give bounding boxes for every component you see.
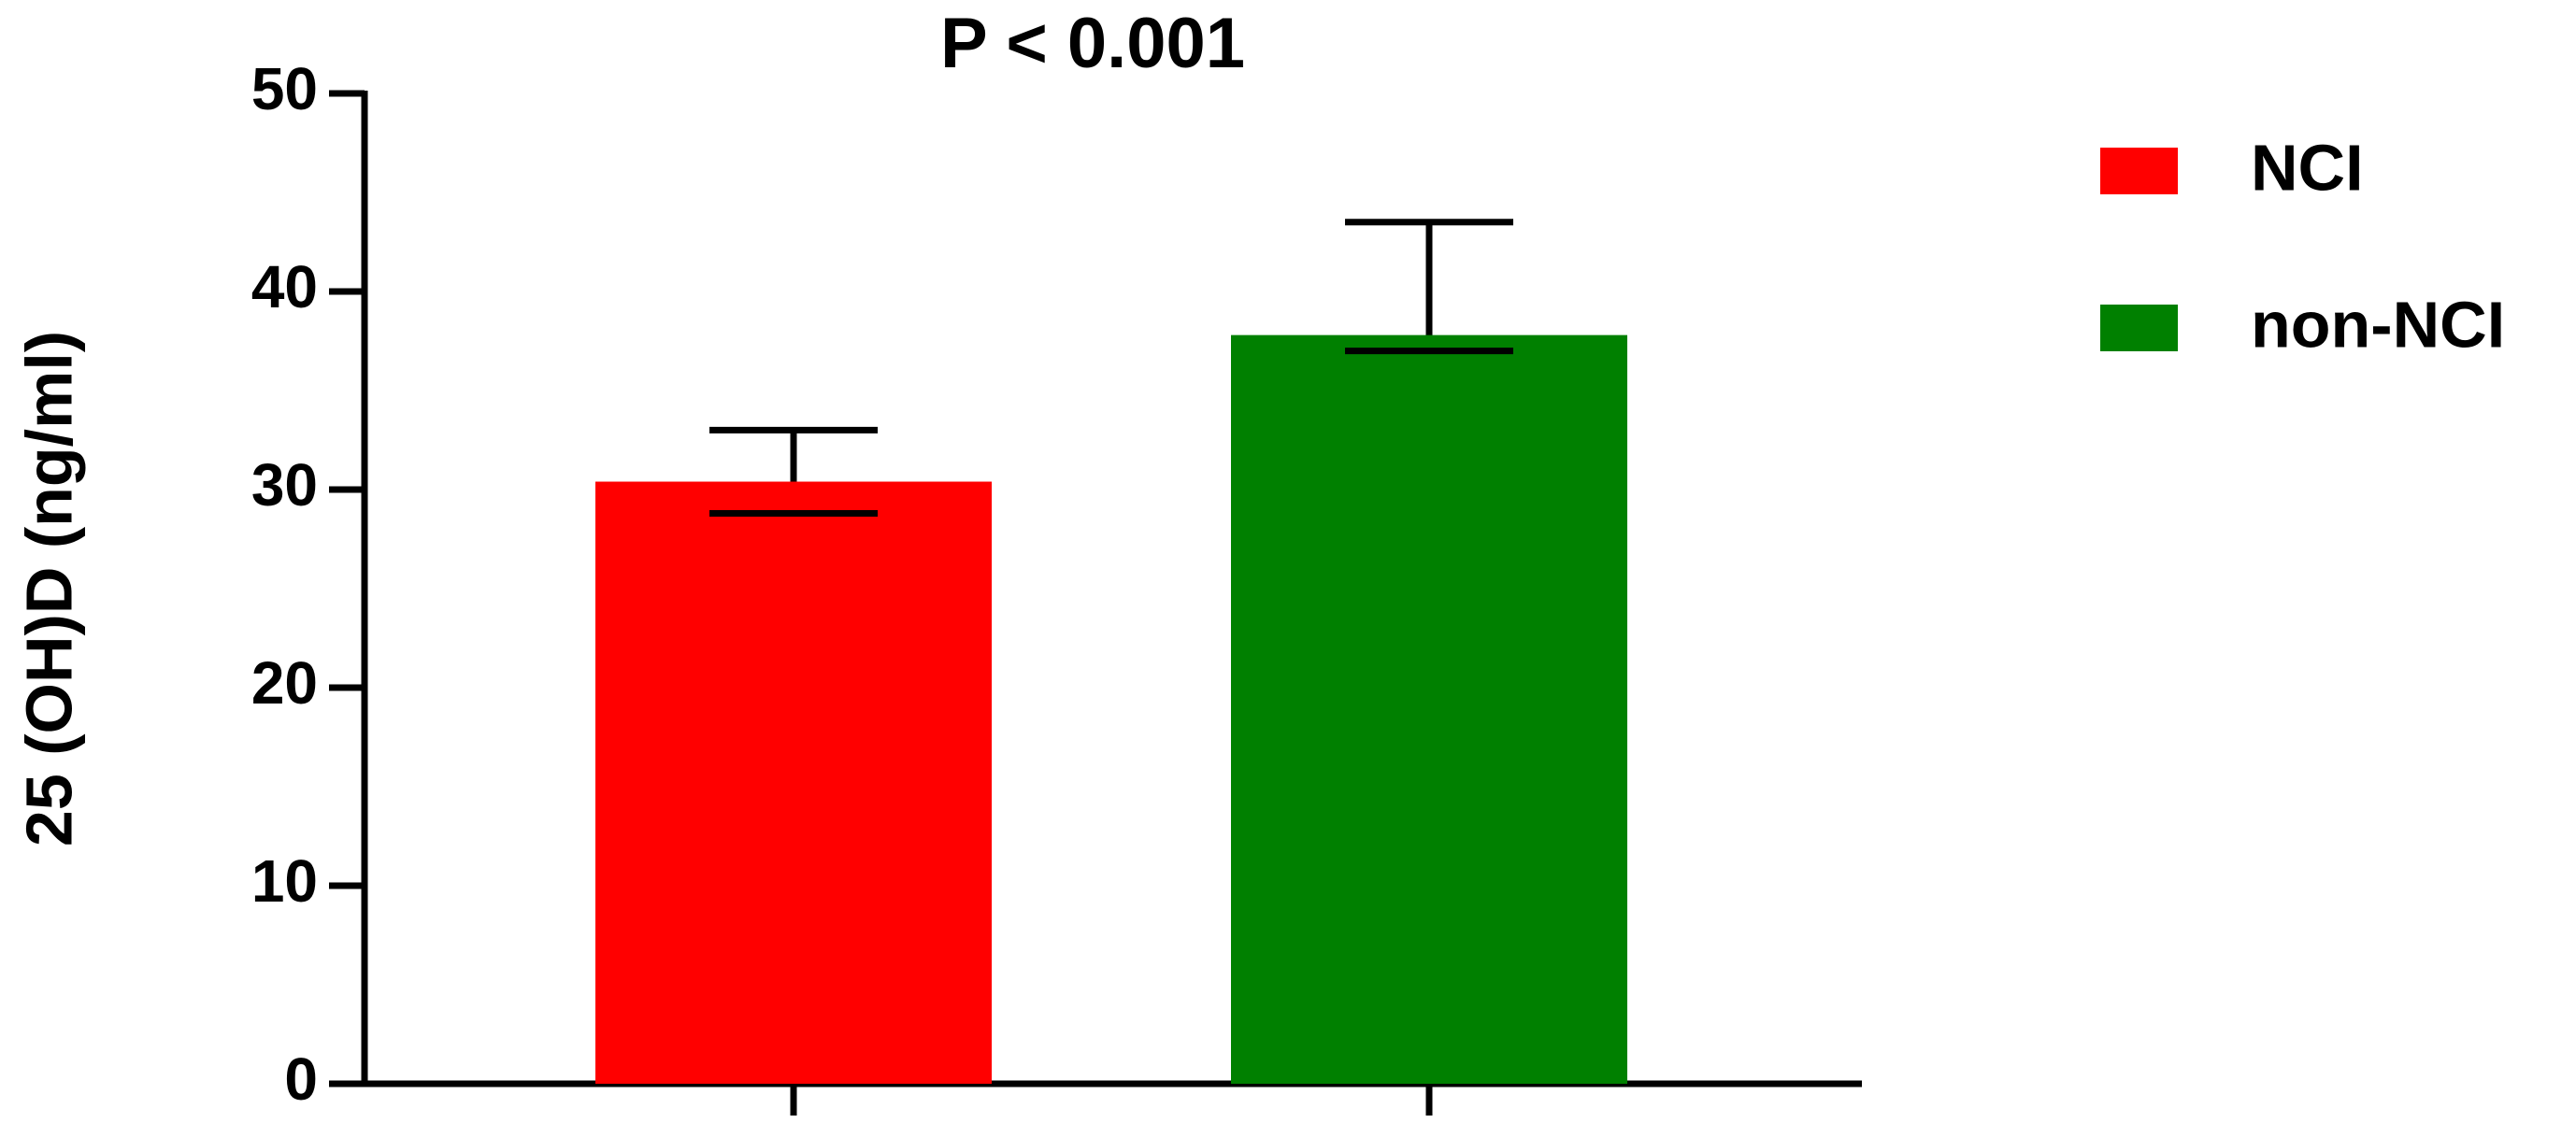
legend-label: non-NCI bbox=[2251, 288, 2505, 361]
bar bbox=[595, 481, 992, 1084]
y-tick-label: 10 bbox=[251, 847, 318, 915]
y-axis-label: 25 (OH)D (ng/ml) bbox=[12, 331, 85, 846]
y-tick-label: 50 bbox=[251, 55, 318, 122]
legend-swatch bbox=[2100, 148, 2178, 194]
y-tick-label: 40 bbox=[251, 253, 318, 320]
y-tick-label: 30 bbox=[251, 451, 318, 519]
legend-label: NCI bbox=[2251, 131, 2364, 204]
y-tick-label: 0 bbox=[284, 1045, 318, 1113]
chart-title: P < 0.001 bbox=[940, 4, 1245, 83]
bar bbox=[1231, 334, 1627, 1084]
y-tick-label: 20 bbox=[251, 649, 318, 717]
legend-swatch bbox=[2100, 305, 2178, 351]
